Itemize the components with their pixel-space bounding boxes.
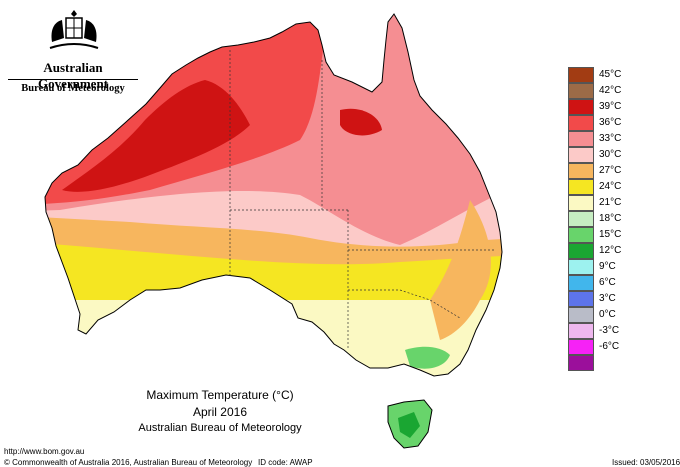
- legend-row: 18°C: [568, 211, 638, 227]
- legend-row: -6°C: [568, 339, 638, 355]
- legend-swatch: [568, 195, 594, 211]
- coastline: [44, 13, 503, 377]
- legend-label: 9°C: [599, 261, 616, 272]
- map-period: April 2016: [192, 405, 248, 419]
- temperature-legend: 45°C 42°C 39°C 36°C 33°C 30°C 27°C 24°C 21°C 18°C…: [568, 67, 638, 371]
- legend-row: 9°C: [568, 259, 638, 275]
- legend-row: 21°C: [568, 195, 638, 211]
- tasmania-highlands: [398, 412, 420, 438]
- legend-swatch: [568, 179, 594, 195]
- legend-label: 24°C: [599, 181, 622, 192]
- legend-row: -3°C: [568, 323, 638, 339]
- legend-swatch: [568, 83, 594, 99]
- header-divider: [8, 79, 138, 80]
- legend-row: 33°C: [568, 131, 638, 147]
- legend-label: 30°C: [599, 149, 622, 160]
- legend-row: 42°C: [568, 83, 638, 99]
- legend-label: -3°C: [599, 325, 620, 336]
- legend-label: -6°C: [599, 341, 620, 352]
- legend-label: 15°C: [599, 229, 622, 240]
- legend-row: 36°C: [568, 115, 638, 131]
- legend-swatch: [568, 259, 594, 275]
- legend-swatch: [568, 339, 594, 355]
- legend-label: 33°C: [599, 133, 622, 144]
- legend-row: 39°C: [568, 99, 638, 115]
- legend-swatch: [568, 227, 594, 243]
- legend-swatch: [568, 115, 594, 131]
- legend-row: [568, 355, 638, 371]
- coat-of-arms-icon: [49, 10, 99, 49]
- legend-label: 42°C: [599, 85, 622, 96]
- map-title: Maximum Temperature (°C): [146, 388, 294, 402]
- legend-label: 45°C: [599, 69, 622, 80]
- legend-swatch: [568, 355, 594, 371]
- legend-swatch: [568, 243, 594, 259]
- legend-row: 30°C: [568, 147, 638, 163]
- legend-label: 39°C: [599, 101, 622, 112]
- map-source: Australian Bureau of Meteorology: [138, 422, 302, 434]
- state-borders: [229, 50, 495, 350]
- legend-row: 6°C: [568, 275, 638, 291]
- legend-label: 21°C: [599, 197, 622, 208]
- legend-swatch: [568, 211, 594, 227]
- legend-row: 0°C: [568, 307, 638, 323]
- legend-label: 27°C: [599, 165, 622, 176]
- legend-swatch: [568, 291, 594, 307]
- website-link[interactable]: http://www.bom.gov.au: [4, 447, 85, 456]
- legend-swatch: [568, 275, 594, 291]
- legend-label: 6°C: [599, 277, 616, 288]
- legend-row: 15°C: [568, 227, 638, 243]
- legend-row: 12°C: [568, 243, 638, 259]
- legend-label: 3°C: [599, 293, 616, 304]
- legend-swatch: [568, 67, 594, 83]
- legend-swatch: [568, 147, 594, 163]
- legend-row: 27°C: [568, 163, 638, 179]
- legend-swatch: [568, 307, 594, 323]
- footer: © Commonwealth of Australia 2016, Austra…: [0, 458, 680, 467]
- id-code: ID code: AWAP: [258, 458, 313, 467]
- copyright-text: © Commonwealth of Australia 2016, Austra…: [4, 458, 253, 467]
- legend-row: 3°C: [568, 291, 638, 307]
- bureau-title: Bureau of Meteorology: [21, 83, 125, 94]
- legend-swatch: [568, 163, 594, 179]
- legend-swatch: [568, 323, 594, 339]
- legend-label: 18°C: [599, 213, 622, 224]
- legend-label: 36°C: [599, 117, 622, 128]
- legend-row: 45°C: [568, 67, 638, 83]
- issued-date: Issued: 03/05/2016: [612, 458, 680, 467]
- legend-label: 12°C: [599, 245, 622, 256]
- legend-swatch: [568, 131, 594, 147]
- legend-swatch: [568, 99, 594, 115]
- legend-label: 0°C: [599, 309, 616, 320]
- legend-row: 24°C: [568, 179, 638, 195]
- government-logo: Australian Government Bureau of Meteorol…: [8, 8, 138, 98]
